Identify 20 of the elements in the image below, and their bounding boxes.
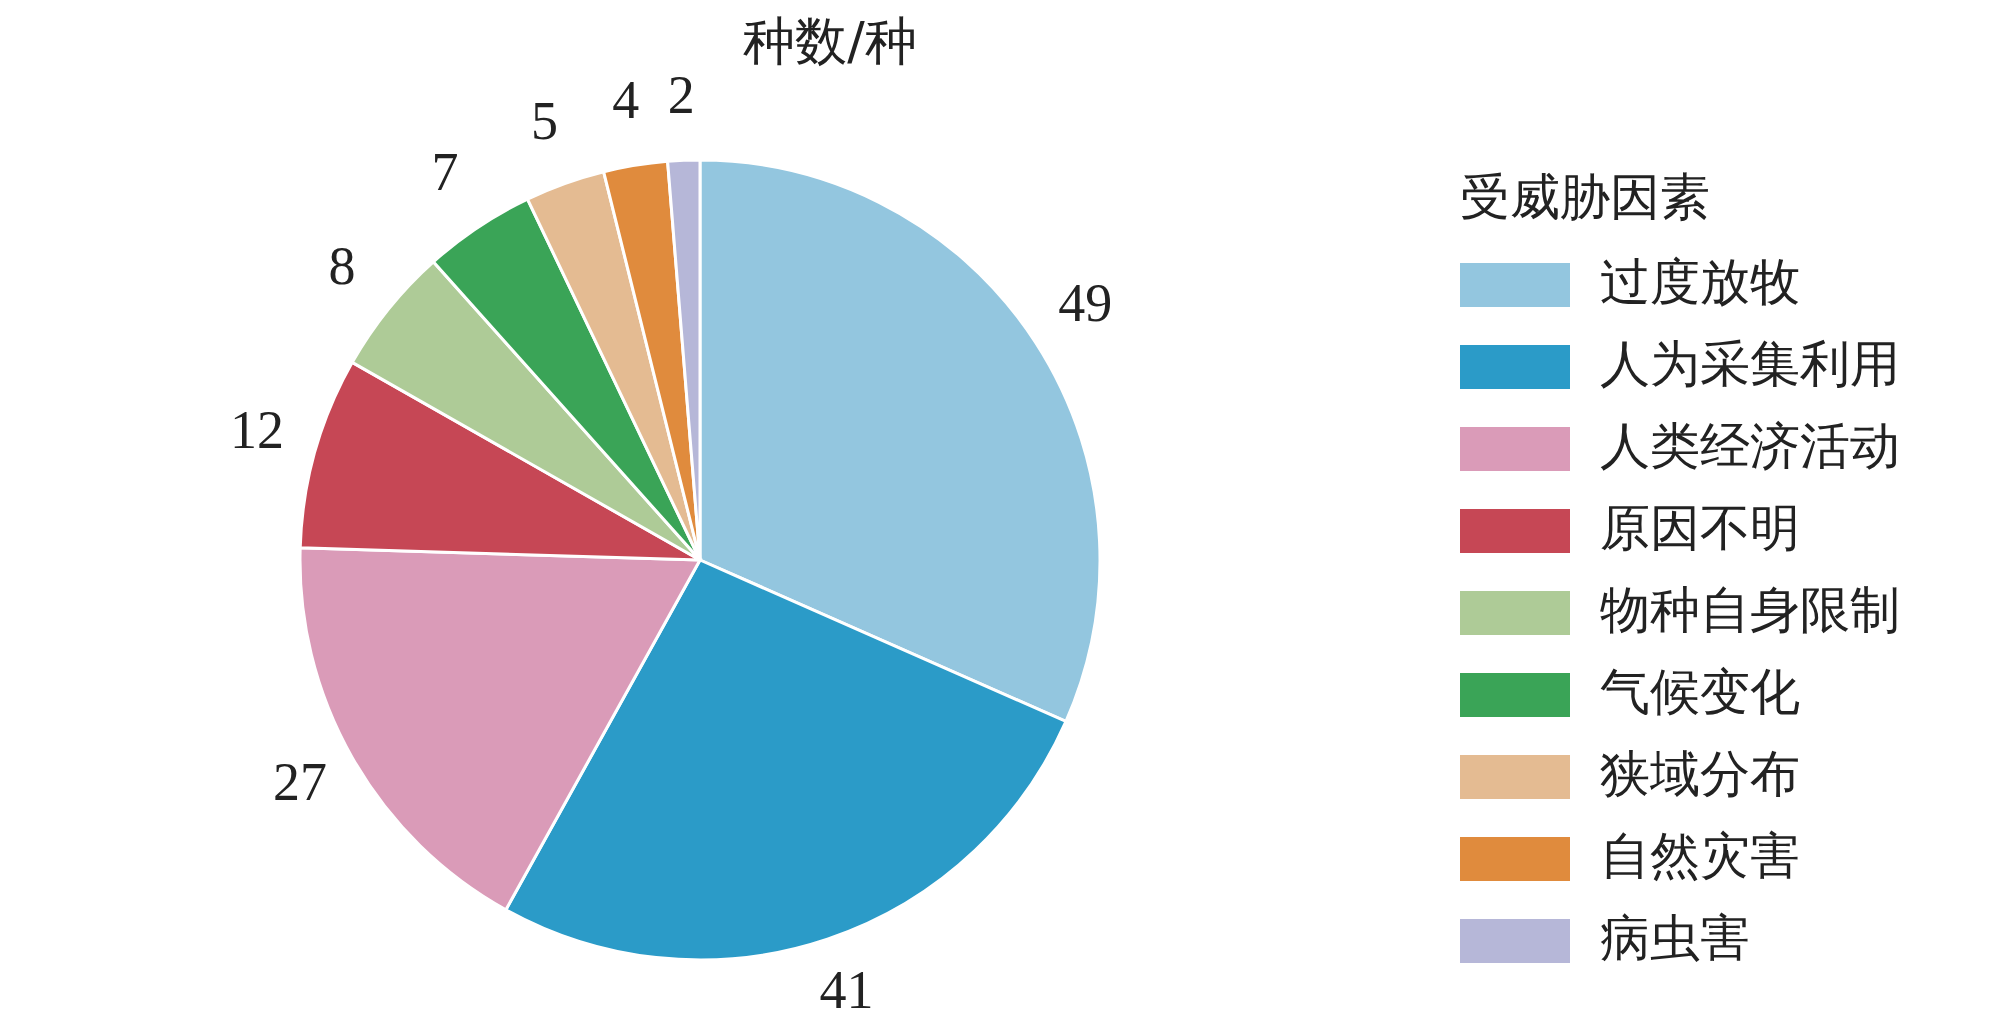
data-label: 2 <box>667 64 695 125</box>
legend-label: 狭域分布 <box>1600 744 1800 803</box>
legend-label: 原因不明 <box>1600 498 1800 557</box>
chart-title: 种数/种 <box>743 11 917 71</box>
legend-label: 人为采集利用 <box>1600 334 1900 393</box>
data-label: 8 <box>328 235 356 296</box>
data-label: 41 <box>819 960 874 1021</box>
data-label: 4 <box>612 70 640 131</box>
data-label: 5 <box>531 91 559 152</box>
legend-label: 人类经济活动 <box>1600 416 1900 475</box>
legend-label: 过度放牧 <box>1600 252 1800 311</box>
legend-title: 受威胁因素 <box>1460 167 1710 226</box>
data-label: 49 <box>1058 273 1113 334</box>
legend-label: 病虫害 <box>1600 908 1750 967</box>
legend-label: 自然灾害 <box>1600 826 1800 885</box>
data-label: 7 <box>431 141 459 202</box>
data-label: 12 <box>230 400 285 461</box>
data-label: 27 <box>273 751 328 812</box>
legend-label: 物种自身限制 <box>1600 580 1900 639</box>
legend-label: 气候变化 <box>1600 662 1800 721</box>
